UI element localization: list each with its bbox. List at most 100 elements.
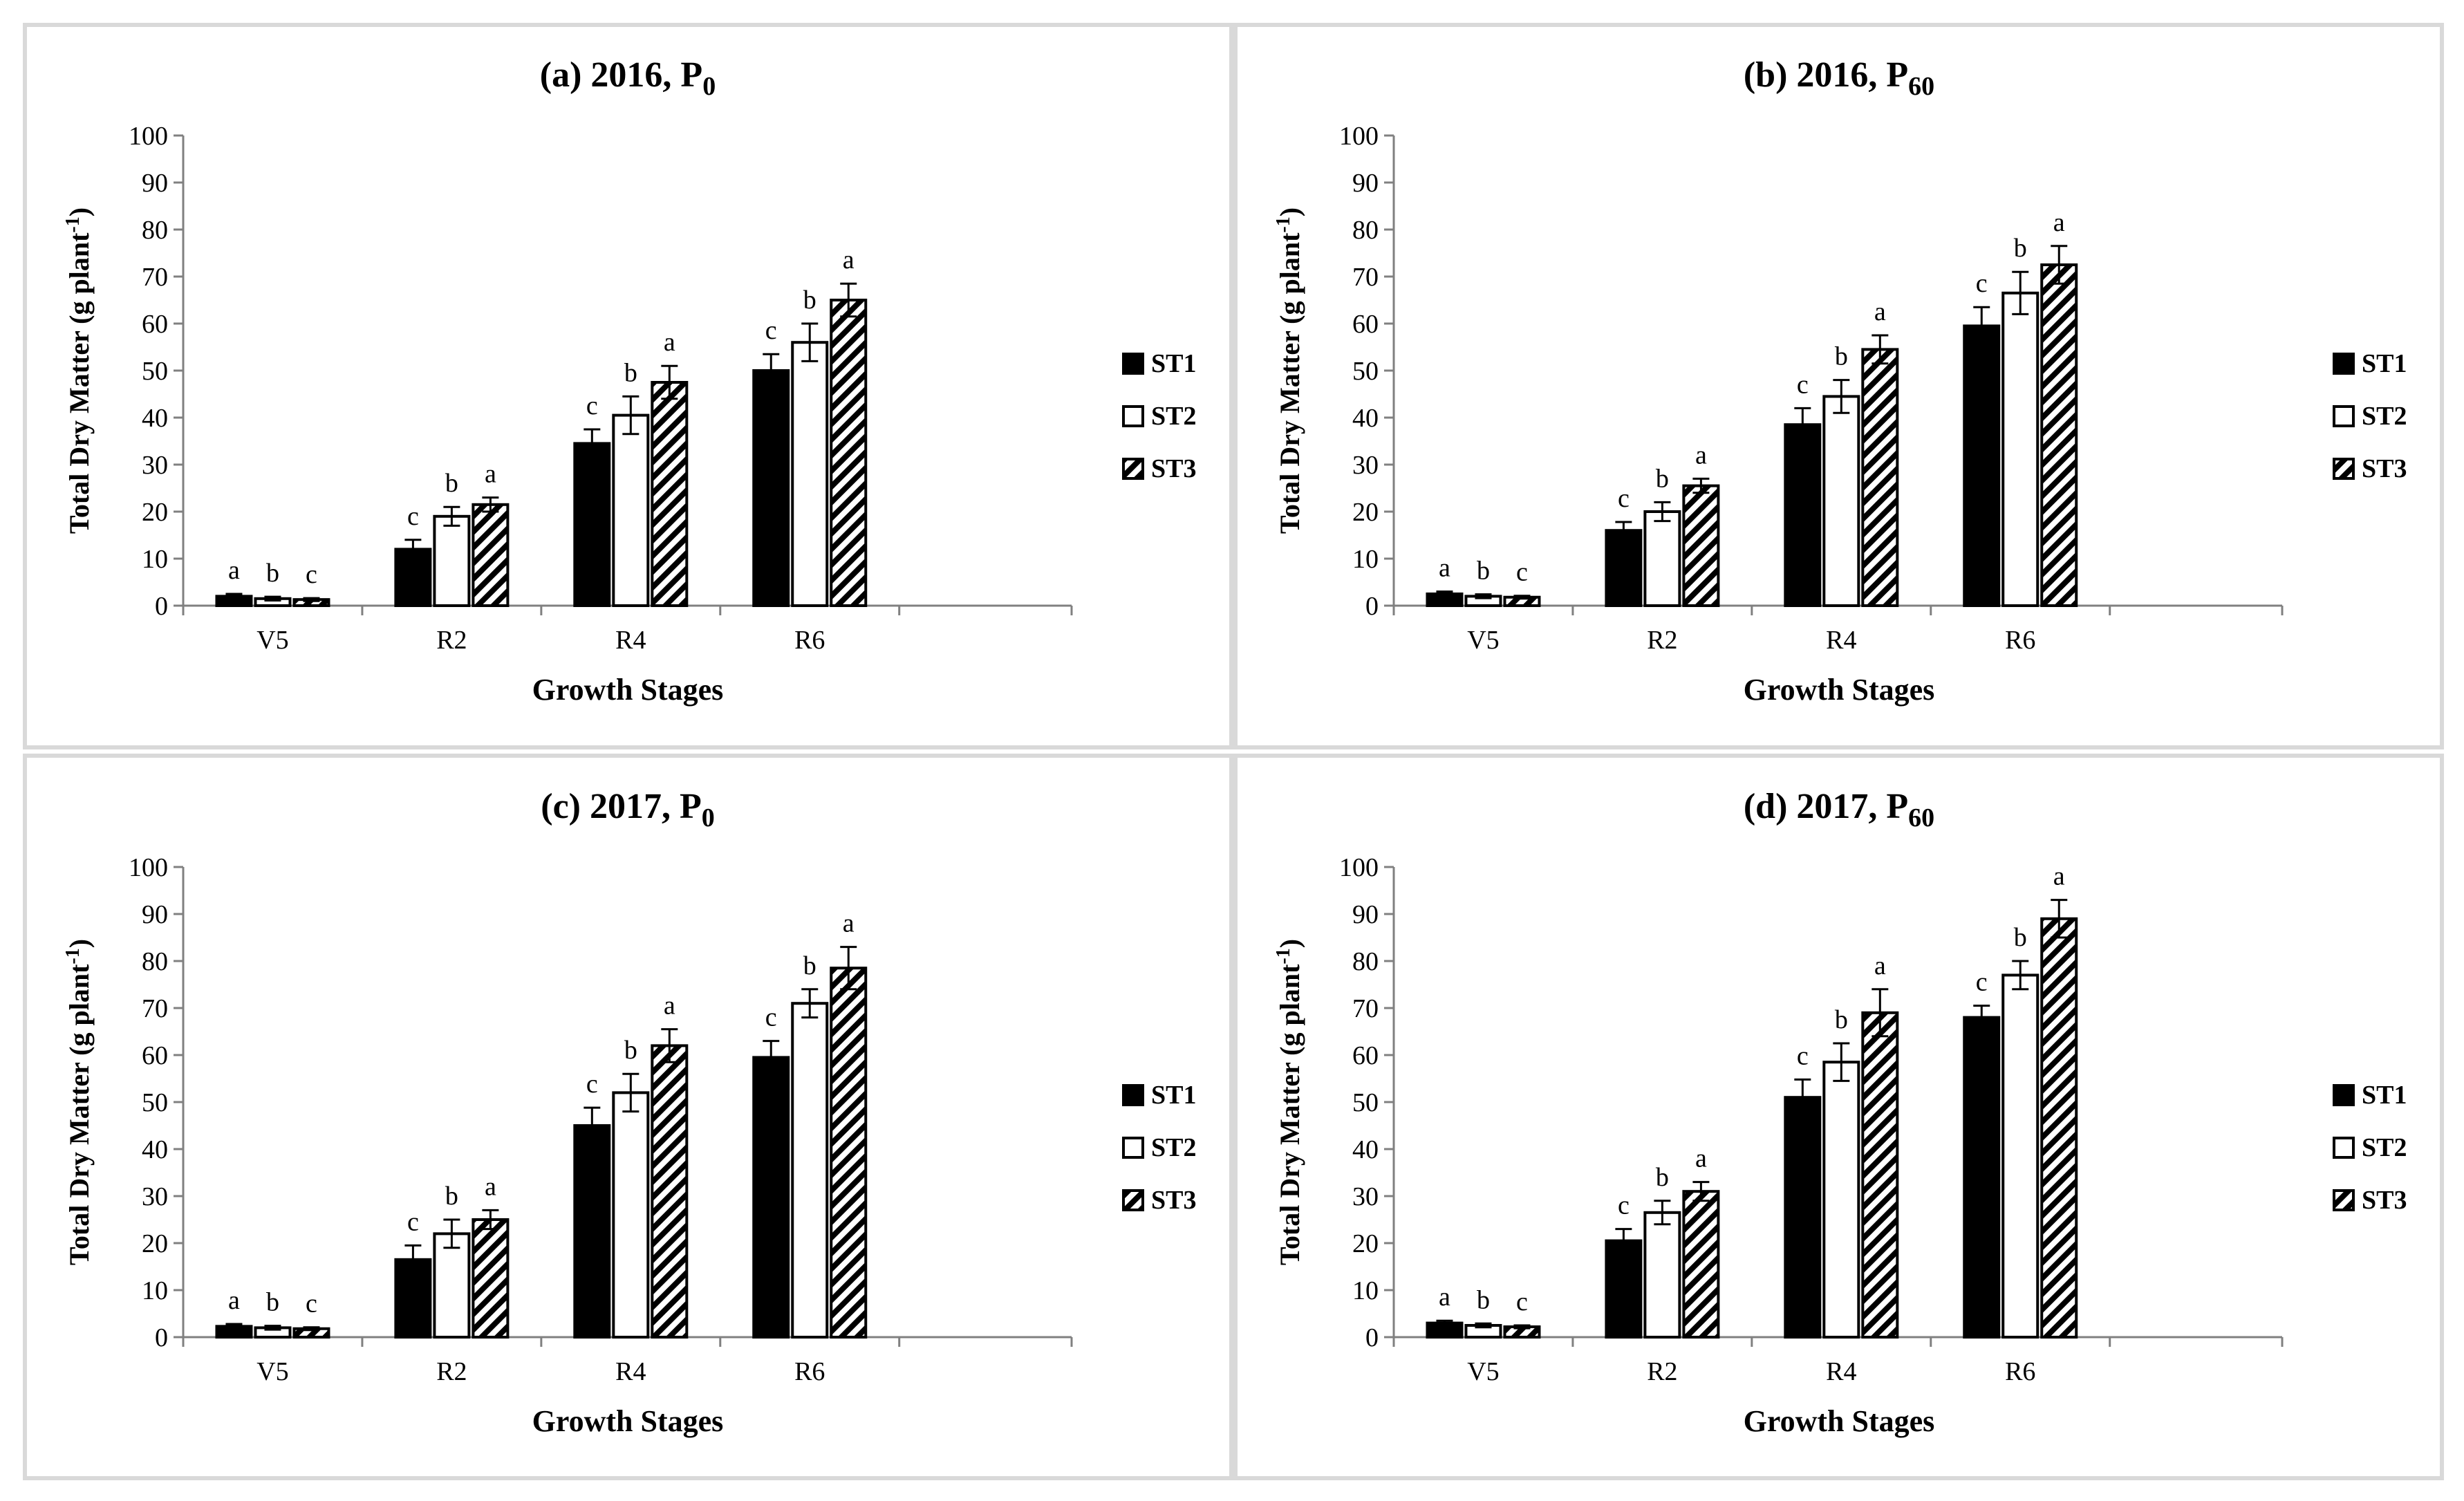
- panel-title: (a) 2016, P0: [540, 55, 716, 101]
- significance-letter: c: [306, 560, 317, 589]
- bar-st2-r6: [791, 1002, 829, 1339]
- y-tick-label: 40: [142, 404, 168, 433]
- legend-item-st2: ST2: [1122, 402, 1196, 431]
- panel-frame: [23, 23, 1233, 749]
- x-axis-title: Growth Stages: [532, 1404, 724, 1438]
- y-axis-title-superscript: -1: [1273, 216, 1294, 232]
- bar-st1-r2: [1605, 1239, 1643, 1339]
- significance-letter: a: [1439, 1283, 1450, 1312]
- bar-st1-r2: [1605, 529, 1643, 608]
- significance-letter: a: [843, 245, 855, 274]
- bar-st3-r4: [1861, 1011, 1899, 1339]
- x-tick-label: R2: [1647, 626, 1677, 655]
- panel-title-main: (b) 2016, P: [1744, 55, 1908, 95]
- legend-item-st2: ST2: [2333, 1133, 2407, 1162]
- y-tick-label: 90: [142, 900, 168, 929]
- bar-st2-r2: [433, 1232, 471, 1339]
- panel-title-subscript: 0: [702, 803, 715, 832]
- y-tick-label: 70: [142, 263, 168, 292]
- y-tick-label: 90: [1352, 169, 1379, 198]
- significance-letter: a: [1439, 554, 1450, 583]
- legend-item-st3: ST3: [1122, 1186, 1196, 1215]
- legend-swatch: [1122, 458, 1144, 480]
- legend-swatch: [2333, 1189, 2355, 1211]
- significance-letter: c: [586, 391, 598, 420]
- legend-item-st3: ST3: [2333, 1186, 2407, 1215]
- y-tick-label: 100: [1339, 853, 1379, 882]
- legend-item-st1: ST1: [2333, 349, 2407, 378]
- legend-swatch: [2333, 1084, 2355, 1106]
- panel-title-main: (c) 2017, P: [541, 787, 701, 826]
- bar-st3-r2: [1682, 484, 1720, 607]
- y-axis-title-main: Total Dry Matter (g plant: [64, 232, 95, 534]
- significance-letter: c: [1516, 1287, 1528, 1316]
- significance-letter: a: [664, 991, 675, 1020]
- x-tick-label: R4: [1826, 1357, 1856, 1386]
- y-tick-label: 20: [142, 1229, 168, 1258]
- x-tick-label: R6: [2005, 1357, 2035, 1386]
- y-tick-label: 0: [155, 592, 168, 621]
- y-tick-label: 30: [1352, 451, 1379, 480]
- y-tick-label: 70: [1352, 263, 1379, 292]
- y-tick-label: 20: [1352, 1229, 1379, 1258]
- significance-letter: c: [1976, 968, 1988, 997]
- legend-label: ST2: [1151, 402, 1196, 431]
- significance-letter: b: [2014, 234, 2027, 263]
- significance-letter: a: [228, 1286, 240, 1315]
- legend-swatch: [2333, 353, 2355, 375]
- bar-st2-r4: [1822, 395, 1860, 608]
- x-tick-label: R6: [794, 626, 825, 655]
- significance-letter: a: [2053, 862, 2065, 891]
- significance-letter: b: [1656, 1163, 1669, 1192]
- significance-letter: a: [1695, 1144, 1707, 1173]
- bar-st2-r2: [1643, 1211, 1681, 1339]
- x-tick-label: R4: [1826, 626, 1856, 655]
- legend-label: ST2: [2362, 1133, 2407, 1162]
- panel-title-subscript: 0: [702, 72, 716, 101]
- significance-letter: c: [765, 316, 777, 345]
- bar-st3-r6: [830, 299, 868, 607]
- legend-swatch: [1122, 1084, 1144, 1106]
- y-axis-title-main: Total Dry Matter (g plant: [1274, 232, 1305, 534]
- legend-label: ST1: [1151, 349, 1196, 378]
- legend-label: ST3: [1151, 1186, 1196, 1215]
- y-tick-label: 30: [142, 1182, 168, 1211]
- significance-letter: b: [624, 358, 637, 387]
- x-axis-title: Growth Stages: [1744, 1404, 1935, 1438]
- bar-st1-r6: [752, 369, 790, 607]
- y-tick-label: 90: [1352, 900, 1379, 929]
- legend-item-st3: ST3: [2333, 454, 2407, 483]
- y-tick-label: 20: [142, 498, 168, 527]
- y-axis-title-end: ): [1274, 207, 1305, 216]
- bar-st2-r6: [2001, 973, 2040, 1339]
- legend-item-st2: ST2: [2333, 402, 2407, 431]
- legend-swatch: [2333, 458, 2355, 480]
- y-axis-title: Total Dry Matter (g plant-1): [1273, 939, 1305, 1265]
- bar-st3-r6: [2040, 917, 2078, 1339]
- significance-letter: c: [586, 1070, 598, 1099]
- significance-letter: b: [1656, 464, 1669, 493]
- significance-letter: a: [664, 328, 675, 357]
- legend-swatch: [2333, 405, 2355, 427]
- legend-label: ST1: [2362, 1081, 2407, 1110]
- bar-st1-r6: [752, 1056, 790, 1339]
- y-axis-title: Total Dry Matter (g plant-1): [62, 939, 95, 1265]
- significance-letter: c: [407, 502, 419, 531]
- bar-st2-r6: [791, 341, 829, 607]
- y-axis-title-main: Total Dry Matter (g plant: [64, 964, 95, 1265]
- significance-letter: a: [485, 460, 496, 489]
- legend-label: ST1: [2362, 349, 2407, 378]
- bar-st3-r2: [472, 503, 510, 607]
- legend-item-st2: ST2: [1122, 1133, 1196, 1162]
- legend-swatch: [1122, 1189, 1144, 1211]
- bar-st2-r6: [2001, 291, 2040, 607]
- x-tick-label: R6: [2005, 626, 2035, 655]
- legend-swatch: [1122, 353, 1144, 375]
- bar-st1-r4: [573, 442, 611, 608]
- legend-item-st3: ST3: [1122, 454, 1196, 483]
- x-tick-label: R6: [794, 1357, 825, 1386]
- panel-title: (c) 2017, P0: [541, 787, 714, 832]
- significance-letter: b: [445, 469, 458, 498]
